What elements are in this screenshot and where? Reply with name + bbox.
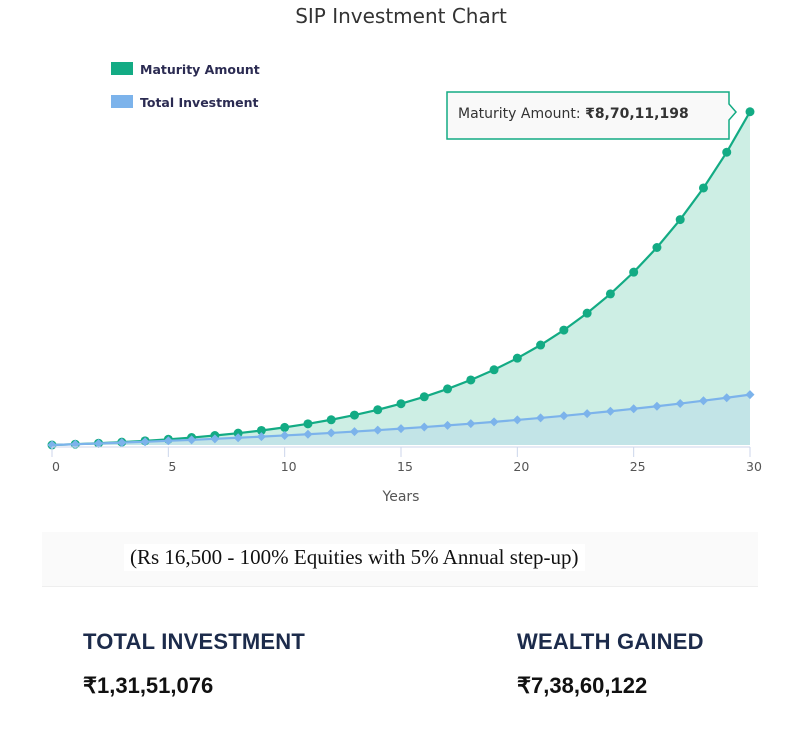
plan-note: (Rs 16,500 - 100% Equities with 5% Annua… (124, 544, 585, 571)
data-point-maturity (652, 242, 662, 252)
series-area-1 (52, 394, 750, 445)
data-point-investment (396, 424, 406, 434)
data-point-maturity (256, 425, 266, 435)
data-point-maturity (698, 183, 708, 193)
data-point-investment (326, 428, 336, 438)
wealth-gained-label: WEALTH GAINED (517, 629, 704, 654)
data-point-maturity (303, 419, 313, 429)
data-point-investment (187, 435, 197, 445)
data-point-maturity (466, 375, 476, 385)
data-point-investment (280, 430, 290, 440)
data-point-maturity (326, 415, 336, 425)
x-tick-label: 25 (630, 459, 646, 474)
sip-chart: SIP Investment Chart Maturity Amount Tot… (47, 4, 762, 505)
tooltip-text: Maturity Amount: ₹8,70,11,198 (458, 106, 689, 122)
data-point-investment (373, 425, 383, 435)
series-area-0 (52, 111, 750, 446)
data-point-investment (652, 401, 662, 411)
data-point-maturity (582, 308, 592, 318)
data-point-investment (256, 432, 266, 442)
legend-item-maturity[interactable]: Maturity Amount (111, 62, 260, 77)
data-point-maturity (536, 340, 546, 350)
legend-label-maturity: Maturity Amount (140, 62, 260, 77)
x-axis: 0 5 10 15 20 25 30 (51, 446, 762, 474)
legend-swatch-investment (111, 95, 133, 108)
data-point-investment (675, 399, 685, 409)
data-point-investment (94, 438, 104, 448)
data-point-maturity (675, 215, 685, 225)
data-point-investment (559, 411, 569, 421)
data-point-investment (629, 404, 639, 414)
chart-title: SIP Investment Chart (295, 4, 507, 28)
total-investment-value: ₹1,31,51,076 (83, 673, 214, 698)
tooltip-value: ₹8,70,11,198 (585, 106, 689, 122)
data-point-investment (443, 420, 453, 430)
data-point-maturity (396, 399, 406, 409)
data-point-maturity (419, 392, 429, 402)
data-point-maturity (489, 365, 499, 375)
data-point-maturity (443, 384, 453, 394)
tooltip-label: Maturity Amount: (458, 106, 581, 122)
data-point-investment (745, 390, 755, 400)
data-point-investment (698, 396, 708, 406)
data-point-investment (582, 409, 592, 419)
data-point-maturity (233, 428, 243, 438)
data-point-maturity (629, 267, 639, 277)
legend-item-investment[interactable]: Total Investment (111, 95, 258, 110)
data-point-investment (722, 393, 732, 403)
data-point-maturity (349, 410, 359, 420)
plot-area (47, 107, 755, 450)
data-point-investment (419, 422, 429, 432)
data-point-investment (489, 417, 499, 427)
x-tick-label: 5 (168, 459, 176, 474)
data-point-maturity (512, 353, 522, 363)
data-point-investment (210, 434, 220, 444)
x-tick-label: 15 (397, 459, 413, 474)
data-point-investment (117, 438, 127, 448)
legend-swatch-maturity (111, 62, 133, 75)
x-tick-label: 0 (52, 459, 60, 474)
x-tick-label: 20 (513, 459, 529, 474)
data-point-investment (303, 429, 313, 439)
data-point-maturity (559, 325, 569, 335)
data-point-investment (512, 415, 522, 425)
tooltip-box (446, 91, 737, 140)
legend: Maturity Amount Total Investment (111, 62, 260, 110)
data-point-investment (140, 437, 150, 447)
data-point-investment (605, 406, 615, 416)
data-point-investment (70, 439, 80, 449)
data-point-maturity (745, 107, 755, 117)
data-point-investment (536, 413, 546, 423)
x-axis-label: Years (382, 489, 420, 505)
data-point-maturity (280, 422, 290, 432)
data-point-investment (233, 433, 243, 443)
wealth-gained-value: ₹7,38,60,122 (517, 673, 648, 698)
data-point-investment (349, 427, 359, 437)
data-point-maturity (605, 289, 615, 299)
data-point-investment (466, 419, 476, 429)
x-tick-label: 10 (281, 459, 297, 474)
data-point-maturity (373, 405, 383, 415)
data-point-investment (163, 436, 173, 446)
legend-label-investment: Total Investment (140, 95, 258, 110)
total-investment-label: TOTAL INVESTMENT (83, 629, 305, 654)
x-tick-label: 30 (746, 459, 762, 474)
data-point-maturity (722, 147, 732, 157)
tooltip: Maturity Amount: ₹8,70,11,198 (446, 91, 737, 140)
